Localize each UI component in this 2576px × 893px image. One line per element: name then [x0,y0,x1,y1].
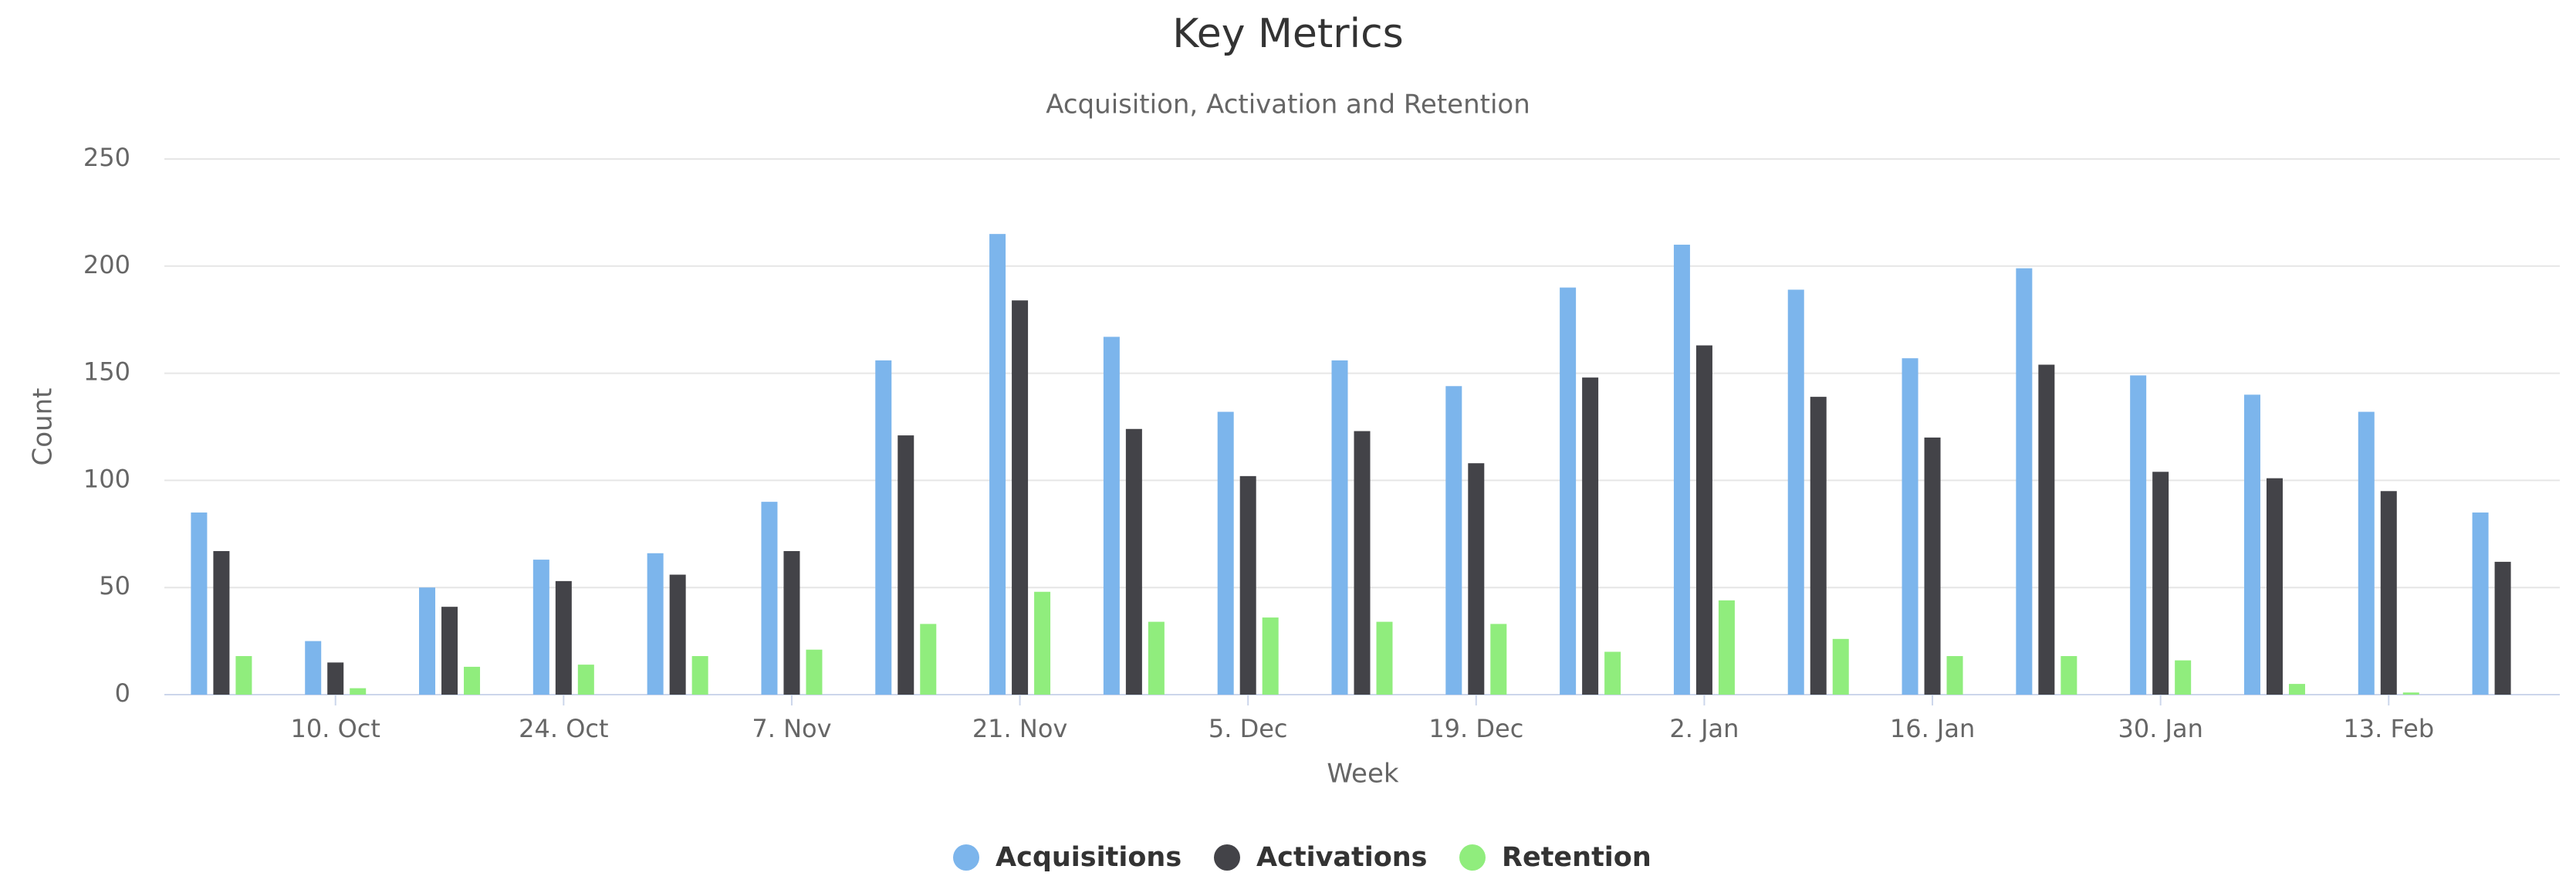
bar [2288,684,2305,695]
bar [875,360,892,695]
bar [1445,386,1462,695]
bar [555,580,572,695]
legend-label[interactable]: Acquisitions [996,842,1182,873]
x-tick-label: 10. Oct [291,714,380,743]
bar [2130,375,2147,695]
y-tick-label: 200 [83,250,130,279]
bar [191,512,208,695]
bar [783,551,800,695]
bar [1582,377,1599,695]
bar [213,551,230,695]
bar [464,666,481,695]
bar [305,641,322,695]
y-tick-label: 0 [115,678,130,708]
bar [350,688,367,695]
legend-marker[interactable] [953,844,979,871]
bar [2358,411,2375,695]
bar [2060,656,2077,695]
bar [2380,491,2397,695]
chart-subtitle: Acquisition, Activation and Retention [1046,90,1530,120]
chart-title: Key Metrics [1172,11,1404,57]
bar [2038,364,2055,695]
bar [1217,411,1234,695]
bar [1810,397,1827,695]
y-axis-title: Count [28,388,59,466]
bar [647,553,664,695]
bar [2175,660,2192,695]
bar [1924,437,1941,695]
x-tick-label: 5. Dec [1209,714,1288,743]
bar [1787,289,1804,695]
x-tick-label: 24. Oct [519,714,608,743]
y-tick-label: 100 [83,464,130,493]
legend-label[interactable]: Retention [1502,842,1651,873]
bar [2472,512,2489,695]
bar [1012,300,1029,695]
y-tick-label: 50 [99,571,130,600]
bar [327,662,344,695]
bar [1673,245,1690,695]
bar [2402,692,2419,695]
bar [1376,621,1393,695]
bar [2494,561,2511,695]
bar [1125,428,1142,695]
bar [2016,268,2033,695]
x-axis-title: Week [1327,759,1398,790]
bar [898,435,914,695]
bar [419,587,436,695]
bar [1103,337,1120,695]
bar [1034,591,1051,695]
x-tick-label: 2. Jan [1669,714,1739,743]
bar [235,656,252,695]
bar [1832,638,1849,695]
x-tick-label: 13. Feb [2343,714,2434,743]
bar [1604,651,1621,695]
bar [441,607,458,695]
y-tick-label: 250 [83,143,130,172]
bar [806,649,823,695]
bar [2152,472,2169,695]
bar [1331,360,1348,695]
x-tick-label: 30. Jan [2118,714,2202,743]
x-tick-label: 21. Nov [972,714,1068,743]
bar [2266,478,2283,695]
bar [2243,394,2260,695]
bar [577,665,594,695]
legend-marker[interactable] [1214,844,1240,871]
bar [1490,624,1507,695]
legend-label[interactable]: Activations [1256,842,1428,873]
bar [1262,617,1279,695]
bar [1239,475,1256,695]
x-tick-label: 7. Nov [752,714,831,743]
bar [691,656,708,695]
bar [761,502,778,695]
bar [1695,345,1712,695]
bar [1560,287,1577,695]
bar [532,560,549,695]
bar [669,574,686,695]
x-tick-label: 19. Dec [1428,714,1523,743]
bar [1148,621,1165,695]
bar [1946,656,1963,695]
bar [989,234,1006,695]
bar [1718,600,1735,695]
bar [1902,358,1918,695]
y-tick-label: 150 [83,357,130,387]
x-tick-label: 16. Jan [1890,714,1975,743]
bar [920,624,937,695]
bar [1354,431,1371,695]
bar [1468,463,1485,695]
legend-marker[interactable] [1459,844,1486,871]
